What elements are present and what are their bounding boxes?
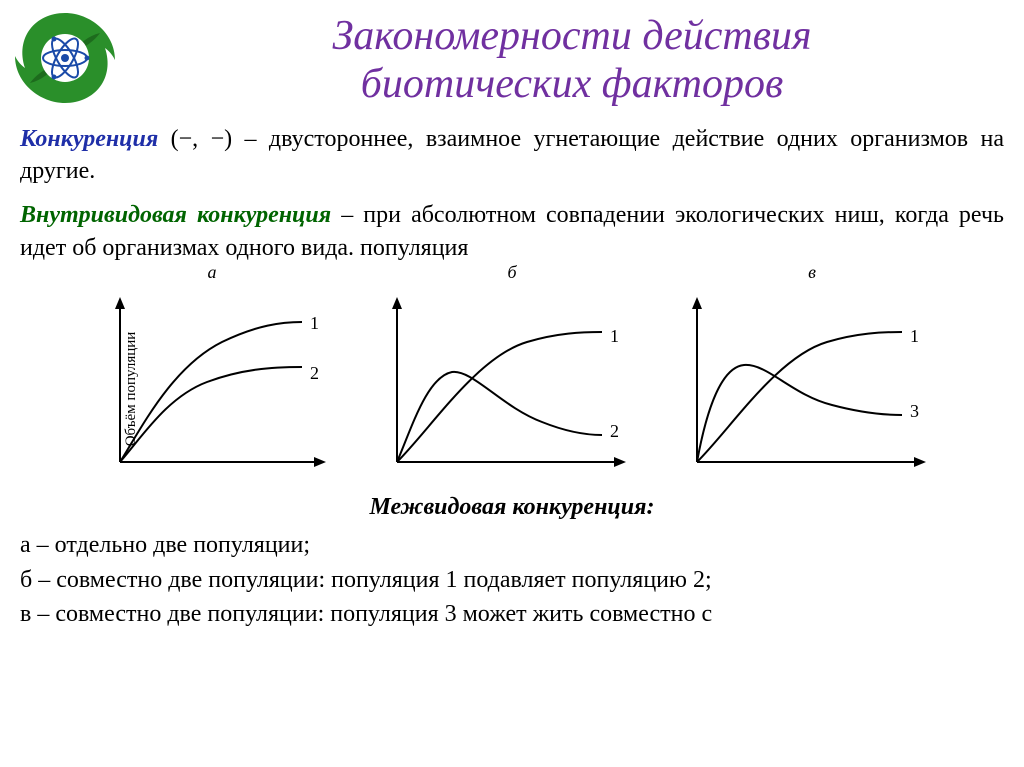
y-axis-label: Объём популяции xyxy=(123,331,140,446)
chart-b-label: б xyxy=(382,262,642,283)
svg-text:1: 1 xyxy=(310,313,319,333)
chart-a-label: а xyxy=(82,262,342,283)
symbols: (−, −) xyxy=(171,126,232,152)
legend-b: б – совместно две популяции: популяция 1… xyxy=(20,564,1004,596)
svg-text:3: 3 xyxy=(910,401,919,421)
svg-text:2: 2 xyxy=(310,363,319,383)
para1-rest: – двустороннее, взаимное угнетающие дейс… xyxy=(20,126,1004,184)
svg-text:1: 1 xyxy=(610,326,619,346)
term-intraspecific: Внутривидовая конкуренция xyxy=(20,202,331,228)
svg-text:2: 2 xyxy=(610,421,619,441)
chart-a-svg: 12 xyxy=(82,287,342,487)
legend: а – отдельно две популяции; б – совместн… xyxy=(0,529,1024,630)
chart-b-svg: 12 xyxy=(382,287,642,487)
chart-c-label: в xyxy=(682,262,942,283)
title-line-2: биотических факторов xyxy=(130,60,1014,108)
title-line-1: Закономерности действия xyxy=(130,12,1014,60)
svg-text:1: 1 xyxy=(910,326,919,346)
charts-row: а Объём популяции 12 б 12 в 13 xyxy=(0,262,1024,492)
chart-a: а Объём популяции 12 xyxy=(82,262,342,492)
chart-b: б 12 xyxy=(382,262,642,492)
legend-a: а – отдельно две популяции; xyxy=(20,529,1004,561)
chart-c: в 13 xyxy=(682,262,942,492)
page-title: Закономерности действия биотических факт… xyxy=(130,8,1014,109)
paragraph-intraspecific: Внутривидовая конкуренция – при абсолютн… xyxy=(20,199,1004,264)
paragraph-competition: Конкуренция (−, −) – двустороннее, взаим… xyxy=(20,123,1004,188)
chart-c-svg: 13 xyxy=(682,287,942,487)
eco-logo xyxy=(10,8,120,108)
interspecific-title: Межвидовая конкуренция: xyxy=(0,494,1024,521)
term-competition: Конкуренция xyxy=(20,126,158,152)
legend-c: в – совместно две популяции: популяция 3… xyxy=(20,598,1004,630)
